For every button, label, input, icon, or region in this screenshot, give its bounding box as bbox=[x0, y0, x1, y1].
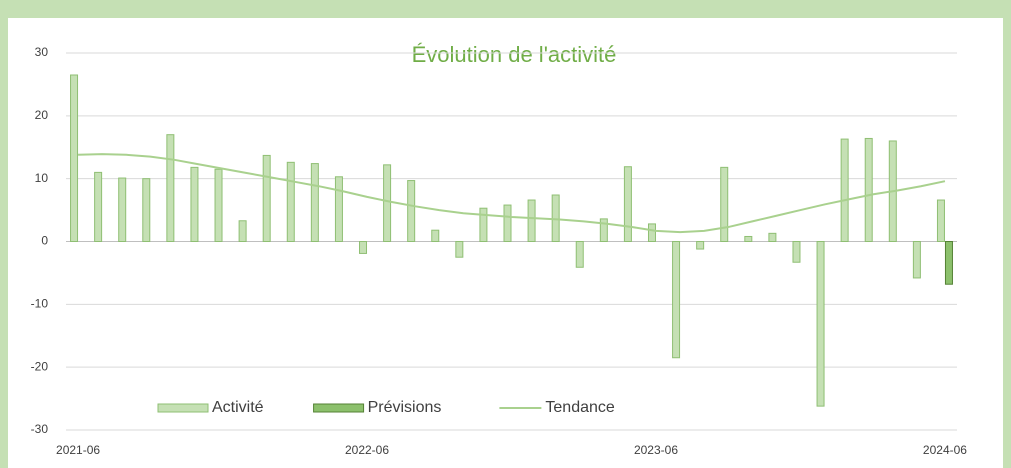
trend-line bbox=[78, 153, 946, 234]
chart-title: Évolution de l'activité bbox=[412, 42, 617, 67]
y-tick-label: -30 bbox=[31, 422, 49, 436]
bar bbox=[944, 241, 953, 285]
x-tick-label: 2023-06 bbox=[634, 443, 678, 457]
chart: Évolution de l'activité -30 -20 -10 0 10 20 30… bbox=[31, 42, 968, 457]
bar bbox=[94, 171, 103, 242]
bar bbox=[238, 220, 247, 242]
bar bbox=[623, 166, 632, 242]
bar bbox=[142, 178, 151, 243]
bar bbox=[479, 207, 488, 242]
legend-label: Activité bbox=[212, 399, 264, 416]
bar bbox=[912, 241, 921, 279]
bar bbox=[672, 241, 681, 359]
bar bbox=[359, 241, 368, 254]
bar bbox=[262, 154, 271, 242]
legend-swatch bbox=[157, 403, 209, 413]
bar bbox=[70, 74, 79, 242]
bar bbox=[383, 164, 392, 243]
bar bbox=[816, 241, 825, 407]
bar bbox=[455, 241, 464, 258]
bar bbox=[190, 166, 199, 243]
bar bbox=[527, 199, 536, 242]
bar bbox=[286, 161, 295, 242]
y-tick-label: 30 bbox=[35, 45, 49, 59]
bar bbox=[575, 241, 584, 268]
bar bbox=[118, 177, 127, 242]
bar bbox=[720, 166, 729, 243]
bar bbox=[792, 241, 801, 263]
y-tick-label: 0 bbox=[41, 234, 48, 248]
y-tick-label: 10 bbox=[35, 171, 49, 185]
x-tick-label: 2024-06 bbox=[923, 443, 967, 457]
bar bbox=[936, 199, 945, 242]
bar bbox=[166, 134, 175, 242]
bar bbox=[647, 223, 656, 242]
legend-label: Prévisions bbox=[368, 399, 442, 416]
y-tick-label: -20 bbox=[31, 359, 49, 373]
bar bbox=[310, 163, 319, 242]
bar bbox=[214, 168, 223, 242]
bar bbox=[503, 204, 512, 243]
y-tick-label: 20 bbox=[35, 108, 49, 122]
y-tick-label: -10 bbox=[31, 297, 49, 311]
legend-label: Tendance bbox=[545, 399, 614, 416]
x-tick-label: 2021-06 bbox=[56, 443, 100, 457]
bar bbox=[599, 218, 608, 243]
bar bbox=[334, 176, 343, 242]
chart-frame: Évolution de l'activité -30 -20 -10 0 10 20 30… bbox=[8, 18, 1003, 468]
bar bbox=[744, 235, 753, 242]
bar bbox=[407, 180, 416, 242]
bar bbox=[840, 138, 849, 242]
bar bbox=[696, 241, 705, 250]
legend-swatch bbox=[313, 403, 365, 413]
bar bbox=[431, 229, 440, 243]
bar bbox=[864, 137, 873, 242]
x-tick-label: 2022-06 bbox=[345, 443, 389, 457]
bar bbox=[768, 232, 777, 242]
